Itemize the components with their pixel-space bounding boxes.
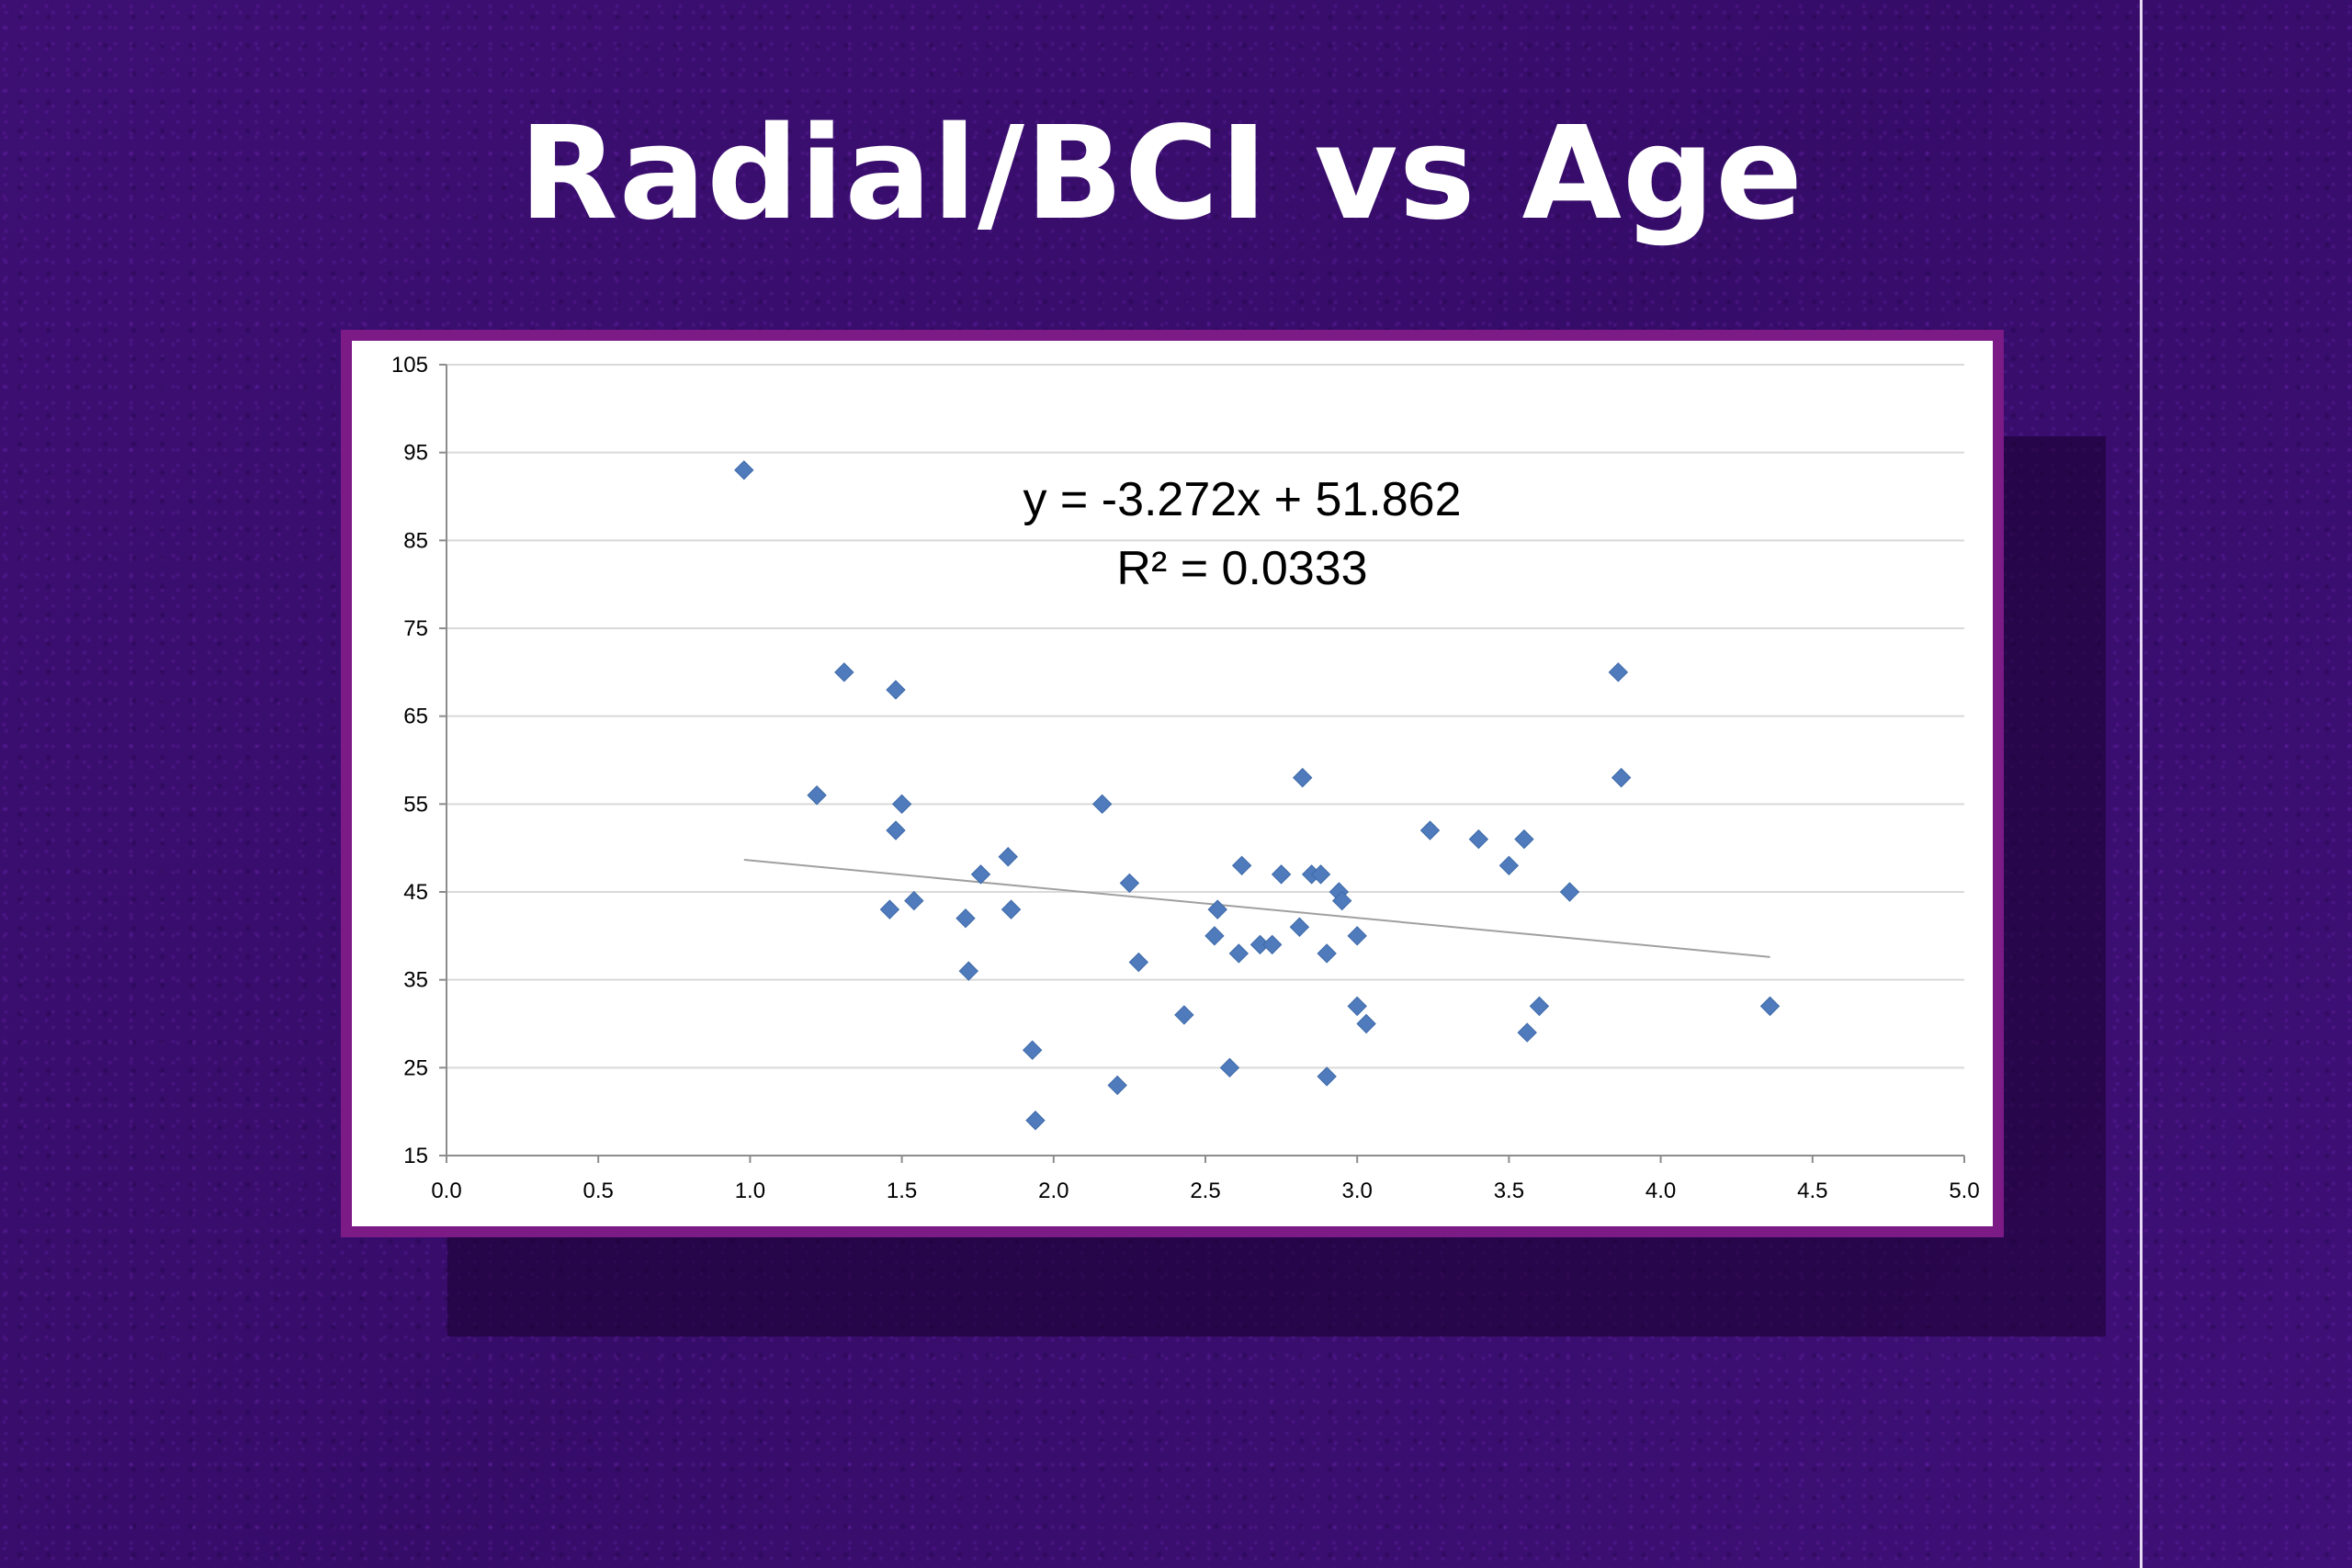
y-tick-label: 15 bbox=[403, 1144, 428, 1168]
data-point bbox=[1529, 996, 1550, 1017]
data-point bbox=[1468, 829, 1489, 850]
data-point bbox=[879, 899, 900, 919]
data-point bbox=[891, 794, 912, 815]
data-point bbox=[1317, 943, 1337, 964]
x-tick-label: 2.5 bbox=[1190, 1179, 1220, 1203]
data-point bbox=[1107, 1075, 1127, 1096]
x-tick-label: 4.0 bbox=[1645, 1179, 1676, 1203]
y-tick-label: 25 bbox=[403, 1055, 428, 1080]
trendline-layer bbox=[743, 859, 1770, 958]
x-tick-label: 1.0 bbox=[735, 1179, 765, 1203]
data-point bbox=[1347, 926, 1367, 946]
data-point bbox=[958, 961, 978, 981]
data-point bbox=[998, 847, 1018, 867]
data-point bbox=[1022, 1040, 1043, 1060]
x-tick-label: 0.5 bbox=[583, 1179, 614, 1203]
x-tick-label: 5.0 bbox=[1949, 1179, 1979, 1203]
data-points bbox=[734, 460, 1781, 1131]
y-tick-labels: 15 25 35 45 55 65 75 85 95 105 bbox=[391, 353, 428, 1168]
data-point bbox=[904, 890, 924, 911]
trendline-equation: y = -3.272x + 51.862 bbox=[1023, 473, 1461, 526]
data-point bbox=[1498, 855, 1520, 876]
data-point bbox=[1119, 873, 1140, 894]
data-point bbox=[1608, 662, 1629, 682]
chart-frame: 15 25 35 45 55 65 75 85 95 105 0.0 0.5 1.0 1.5 2.0 2.5… bbox=[341, 330, 2004, 1237]
data-point bbox=[734, 460, 754, 480]
data-point bbox=[1759, 996, 1781, 1017]
trendline bbox=[743, 859, 1770, 958]
data-point bbox=[886, 820, 906, 840]
y-tick-label: 65 bbox=[403, 705, 428, 729]
x-tick-label: 3.0 bbox=[1342, 1179, 1373, 1203]
data-point bbox=[1611, 767, 1632, 788]
axes bbox=[439, 364, 1965, 1163]
data-point bbox=[1514, 829, 1534, 850]
data-point bbox=[1025, 1111, 1046, 1131]
data-point bbox=[956, 908, 976, 929]
x-tick-labels: 0.0 0.5 1.0 1.5 2.0 2.5 3.0 3.5 4.0 4.5 5.0 bbox=[431, 1179, 1979, 1203]
data-point bbox=[1517, 1022, 1537, 1043]
data-point bbox=[807, 785, 827, 806]
data-point bbox=[1271, 864, 1292, 885]
data-point bbox=[1219, 1057, 1240, 1078]
data-point bbox=[970, 864, 991, 885]
data-point bbox=[1091, 794, 1113, 815]
data-point bbox=[1356, 1013, 1376, 1034]
divider-line bbox=[2140, 0, 2143, 1568]
data-point bbox=[886, 680, 906, 700]
data-point bbox=[1204, 926, 1225, 946]
gridlines bbox=[447, 364, 1964, 1069]
data-point bbox=[1347, 996, 1367, 1017]
data-point bbox=[1261, 934, 1283, 955]
x-tick-label: 1.5 bbox=[887, 1179, 917, 1203]
data-point bbox=[1559, 882, 1580, 902]
y-tick-label: 105 bbox=[391, 353, 428, 378]
y-tick-label: 45 bbox=[403, 880, 428, 905]
y-tick-label: 85 bbox=[403, 528, 428, 553]
data-point bbox=[1293, 767, 1313, 788]
data-point bbox=[1128, 952, 1149, 973]
y-tick-label: 35 bbox=[403, 968, 428, 993]
x-tick-label: 0.0 bbox=[431, 1179, 461, 1203]
trendline-r-squared: R² = 0.0333 bbox=[1116, 542, 1367, 595]
y-tick-label: 55 bbox=[403, 792, 428, 817]
data-point bbox=[1231, 855, 1252, 876]
data-point bbox=[1207, 899, 1227, 919]
data-point bbox=[1310, 864, 1331, 885]
data-point bbox=[834, 662, 854, 682]
slide-title: Radial/BCI vs Age bbox=[518, 99, 1804, 249]
data-point bbox=[1228, 943, 1250, 964]
data-point bbox=[1001, 899, 1022, 919]
data-point bbox=[1331, 890, 1352, 911]
data-point bbox=[1419, 820, 1441, 840]
scatter-chart: 15 25 35 45 55 65 75 85 95 105 0.0 0.5 1.0 1.5 2.0 2.5… bbox=[391, 353, 1980, 1203]
x-tick-label: 3.5 bbox=[1494, 1179, 1524, 1203]
data-point bbox=[1289, 917, 1310, 937]
data-point bbox=[1174, 1005, 1194, 1025]
data-point bbox=[1317, 1066, 1337, 1087]
y-tick-label: 75 bbox=[403, 616, 428, 641]
x-tick-label: 4.5 bbox=[1797, 1179, 1827, 1203]
x-tick-label: 2.0 bbox=[1038, 1179, 1069, 1203]
y-tick-label: 95 bbox=[403, 441, 428, 466]
